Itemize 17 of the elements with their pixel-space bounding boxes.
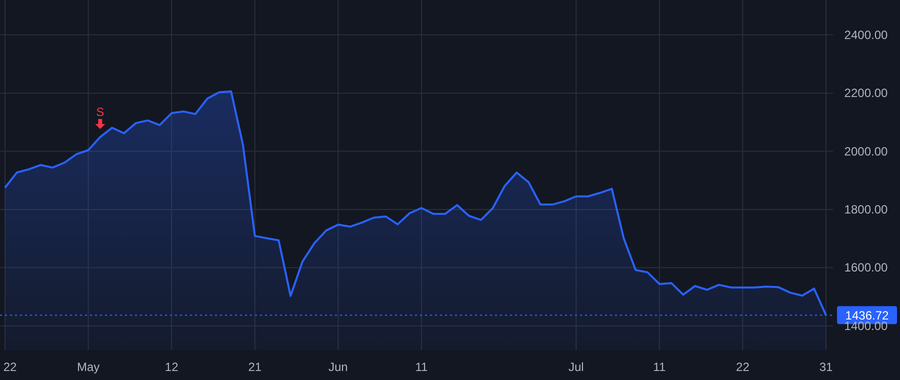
x-tick-label: 22	[736, 360, 750, 374]
x-tick-label: 11	[653, 360, 666, 374]
y-tick-label: 2200.00	[844, 86, 888, 100]
x-tick-label: 21	[248, 360, 262, 374]
annotation: S	[96, 105, 104, 120]
y-tick-label: 1800.00	[844, 202, 888, 216]
x-tick-label: Jun	[328, 360, 348, 374]
x-tick-label: 12	[164, 360, 179, 374]
y-tick-label: 2400.00	[844, 28, 888, 42]
ref-line-label: 1436.72	[845, 308, 890, 323]
y-tick-label: 1600.00	[844, 260, 888, 275]
x-tick-label: May	[76, 360, 100, 374]
y-tick-label: 2000.00	[844, 144, 888, 158]
x-tick-label: 11	[415, 360, 428, 374]
x-tick-label: 22	[3, 360, 17, 374]
x-tick-label: Jul	[568, 360, 584, 374]
x-tick-label: 31	[819, 360, 833, 374]
